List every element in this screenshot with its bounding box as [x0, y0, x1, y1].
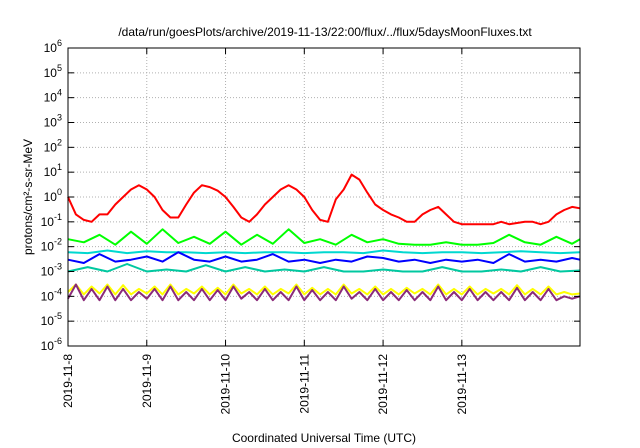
series-line-2	[67, 228, 581, 246]
series-line-4	[67, 251, 581, 264]
series-line-1	[67, 173, 581, 226]
x-tick-label: 2019-11-10	[219, 354, 233, 415]
x-tick-label: 2019-11-13	[455, 354, 469, 415]
y-tick-label: 10-3	[41, 262, 62, 279]
y-tick-label: 10-1	[41, 212, 62, 229]
x-tick-layer: 2019-11-8 2019-11-9 2019-11-10 2019-11-11 20…	[61, 48, 469, 415]
y-tick-label: 101	[44, 162, 62, 179]
series-line-5	[67, 263, 581, 273]
y-tick-label: 10-4	[41, 286, 62, 303]
x-tick-label: 2019-11-11	[297, 354, 311, 414]
x-tick-label: 2019-11-8	[61, 354, 75, 408]
series-line-3	[67, 249, 581, 255]
y-tick-label: 102	[44, 137, 62, 154]
y-tick-label: 10-2	[41, 237, 62, 254]
y-tick-layer: 10-6 10-5 10-4 10-3 10-2 10-1 100 101 102 103 104 1…	[41, 38, 580, 353]
y-tick-label: 10-6	[41, 336, 62, 353]
series-line-6	[67, 283, 581, 296]
x-tick-label: 2019-11-9	[140, 354, 154, 408]
grid-layer	[68, 48, 580, 346]
chart-title: /data/run/goesPlots/archive/2019-11-13/2…	[118, 25, 532, 39]
x-tick-label: 2019-11-12	[376, 354, 390, 415]
y-axis-title: protons/cm²-s-sr-MeV	[21, 139, 35, 255]
y-tick-label: 104	[44, 88, 62, 105]
y-tick-label: 10-5	[41, 311, 62, 328]
series-line-7	[67, 283, 581, 302]
series-layer	[67, 173, 581, 302]
y-tick-label: 100	[44, 187, 62, 204]
y-tick-label: 105	[44, 63, 62, 80]
x-axis-title: Coordinated Universal Time (UTC)	[232, 431, 416, 445]
y-tick-label: 103	[44, 113, 62, 130]
y-tick-label: 106	[44, 38, 62, 55]
